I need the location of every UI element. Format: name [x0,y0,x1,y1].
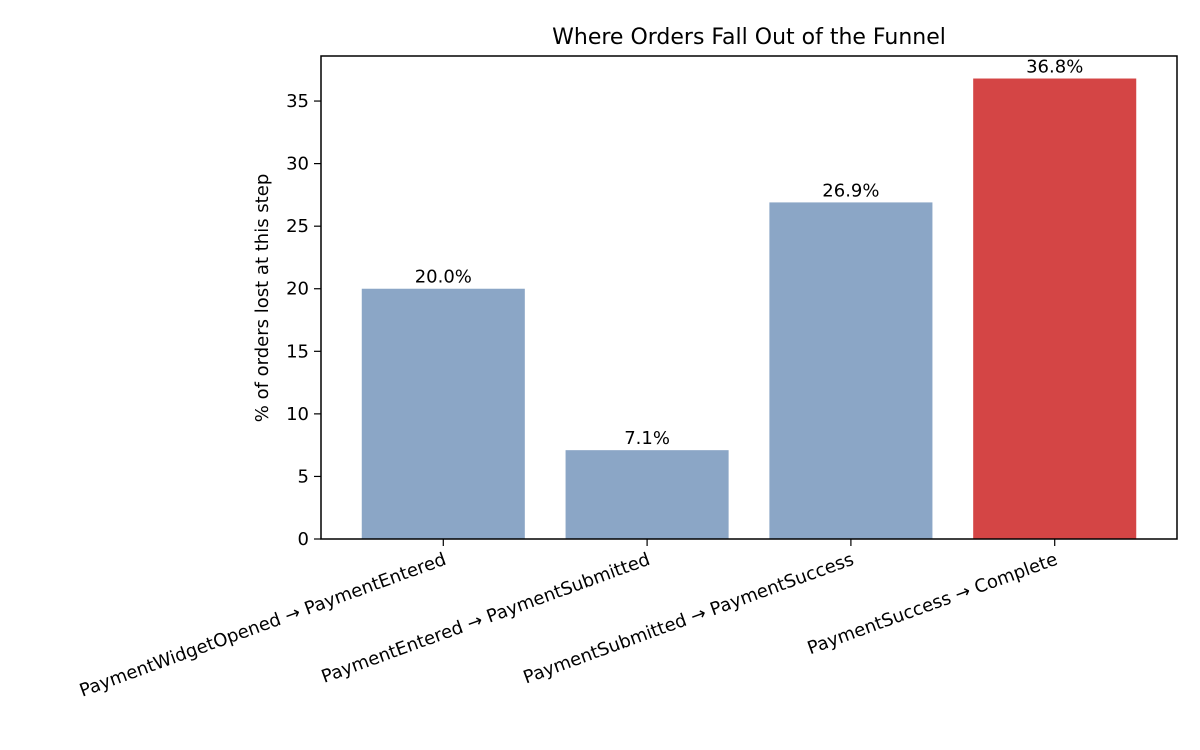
bar [769,202,933,539]
bar-value-label: 26.9% [822,180,879,201]
bar [565,450,729,539]
y-tick-label: 10 [286,404,309,425]
bar-value-label: 7.1% [624,428,670,449]
y-tick-label: 25 [286,216,309,237]
y-tick-label: 30 [286,154,309,175]
bars: 20.0% 7.1% 26.9% 36.8% [361,57,1137,540]
plot-frame [320,55,1178,540]
chart-title: Where Orders Fall Out of the Funnel [552,25,946,50]
y-tick-label: 35 [286,91,309,112]
y-tick-label: 5 [298,466,309,487]
y-tick-label: 0 [298,529,309,550]
bar-value-label: 36.8% [1026,57,1083,78]
y-tick-label: 15 [286,341,309,362]
y-tick-label: 20 [286,279,309,300]
y-axis-label: % of orders lost at this step [252,174,273,422]
bar [973,78,1137,540]
bar [361,288,525,539]
bar-value-label: 20.0% [415,267,472,288]
